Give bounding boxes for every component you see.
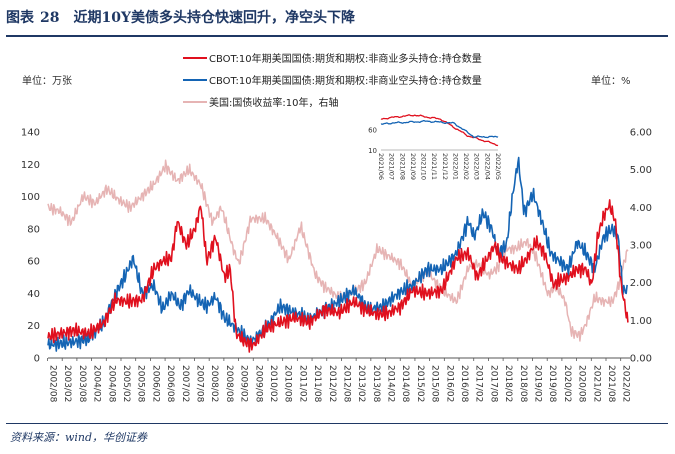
inset-x-tick-label: 2022/01 [451, 153, 459, 180]
x-tick-label: 2016/02 [444, 365, 454, 402]
y-left-tick-label: 20 [27, 321, 40, 332]
right-unit-label: 单位：% [591, 74, 631, 87]
x-tick-label: 2012/02 [327, 365, 337, 402]
y-left-tick-label: 140 [21, 128, 40, 139]
inset-x-tick-label: 2021/11 [430, 153, 438, 180]
x-tick-label: 2013/08 [371, 365, 381, 403]
x-tick-label: 2014/02 [386, 365, 396, 402]
inset-x-tick-label: 2021/07 [388, 153, 396, 180]
x-tick-label: 2010/08 [283, 365, 293, 403]
x-tick-label: 2016/08 [459, 365, 469, 403]
x-tick-label: 2005/02 [121, 365, 131, 402]
legend-label-long: CBOT:10年期美国国债:期货和期权:非商业多头持仓:持仓数量 [209, 52, 482, 65]
x-tick-label: 2017/08 [488, 365, 498, 403]
x-tick-label: 2017/02 [474, 365, 484, 402]
figure-title: 图表 28 近期10Y美债多头持仓快速回升，净空头下降 [6, 7, 355, 27]
x-tick-label: 2010/02 [268, 365, 278, 402]
x-tick-label: 2015/02 [415, 365, 425, 402]
x-tick-label: 2021/08 [606, 365, 616, 403]
x-tick-label: 2008/08 [224, 365, 234, 403]
x-tick-label: 2005/08 [136, 365, 146, 403]
x-tick-label: 2003/08 [77, 365, 87, 403]
source-rule [6, 423, 668, 424]
x-tick-label: 2011/08 [312, 365, 322, 403]
series-line-long [47, 199, 629, 353]
x-tick-label: 2009/08 [253, 365, 263, 403]
y-left-tick-label: 60 [27, 257, 40, 268]
y-left-tick-label: 100 [21, 192, 40, 203]
y-right-tick-label: 3.00 [630, 241, 652, 252]
y-right-tick-label: 4.00 [630, 203, 652, 214]
x-tick-label: 2012/08 [341, 365, 351, 403]
inset-x-tick-label: 2022/03 [473, 153, 481, 180]
x-tick-label: 2002/08 [48, 365, 58, 403]
y-left-tick-label: 0 [34, 354, 40, 365]
x-tick-label: 2019/02 [533, 365, 543, 402]
legend-label-yield: 美国:国债收益率:10年，右轴 [209, 96, 338, 109]
y-right-tick-label: 5.00 [630, 165, 652, 176]
legend-label-short: CBOT:10年期美国国债:期货和期权:非商业空头持仓:持仓数量 [209, 74, 482, 87]
inset-x-tick-label: 2021/10 [420, 153, 428, 180]
inset-x-tick-label: 2021/12 [441, 153, 449, 180]
y-right-tick-label: 0.00 [630, 354, 652, 365]
x-tick-label: 2019/08 [547, 365, 557, 403]
x-tick-label: 2008/02 [209, 365, 219, 402]
x-tick-label: 2004/08 [106, 365, 116, 403]
x-tick-label: 2003/02 [62, 365, 72, 402]
y-left-tick-label: 80 [27, 224, 40, 235]
inset-x-tick-label: 2021/08 [398, 153, 406, 180]
y-right-tick-label: 1.00 [630, 316, 652, 327]
inset-x-tick-label: 2022/05 [494, 153, 502, 180]
inset-x-tick-label: 2021/09 [409, 153, 417, 180]
x-tick-label: 2020/02 [562, 365, 572, 402]
x-tick-label: 2018/02 [503, 365, 513, 402]
x-tick-label: 2011/02 [297, 365, 307, 402]
left-unit-label: 单位：万张 [22, 74, 72, 87]
figure-number: 28 [40, 10, 60, 26]
x-tick-label: 2015/08 [430, 365, 440, 403]
x-tick-label: 2009/02 [239, 365, 249, 402]
y-left-tick-label: 120 [21, 160, 40, 171]
inset-x-tick-label: 2022/02 [462, 153, 470, 180]
x-tick-label: 2007/02 [180, 365, 190, 402]
series-line-short [47, 156, 628, 352]
x-tick-label: 2007/08 [194, 365, 204, 403]
x-tick-label: 2022/02 [621, 365, 631, 402]
inset-x-tick-label: 2021/06 [377, 153, 385, 180]
y-left-tick-label: 40 [27, 289, 40, 300]
source-note: 资料来源：wind，华创证券 [10, 431, 148, 444]
x-tick-label: 2021/02 [591, 365, 601, 402]
figure-title-text: 近期10Y美债多头持仓快速回升，净空头下降 [73, 10, 355, 26]
x-tick-label: 2004/02 [92, 365, 102, 402]
x-tick-label: 2018/08 [518, 365, 528, 403]
inset-x-tick-label: 2022/04 [483, 153, 491, 180]
inset-y-tick-label: 10 [368, 147, 377, 155]
y-right-tick-label: 6.00 [630, 128, 652, 139]
title-rule [6, 35, 668, 37]
figure-label: 图表 [6, 10, 34, 26]
y-right-tick-label: 2.00 [630, 278, 652, 289]
x-tick-label: 2020/08 [577, 365, 587, 403]
x-tick-label: 2014/08 [400, 365, 410, 403]
inset-line-long [380, 114, 499, 147]
x-tick-label: 2006/02 [150, 365, 160, 402]
inset-line-short [380, 119, 499, 139]
x-tick-label: 2006/08 [165, 365, 175, 403]
x-tick-label: 2013/02 [356, 365, 366, 402]
inset-y-tick-label: 60 [368, 126, 377, 134]
